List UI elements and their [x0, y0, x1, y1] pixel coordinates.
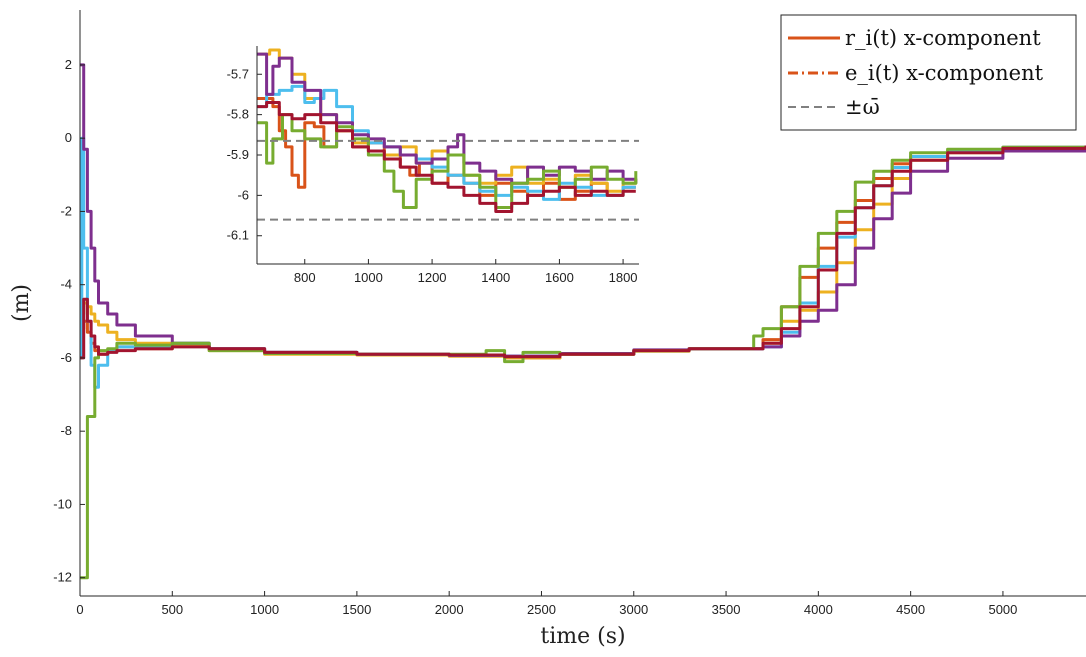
x-ticks: 0 500 1000 1500 2000 2500 3000 3500 4000 4500 5000 — [76, 591, 1017, 617]
inset-x-ticks: 800 1000 1200 1400 1600 1800 — [294, 259, 638, 285]
inset-y-tick-label: -5.9 — [227, 147, 249, 162]
inset-x-tick-label: 1000 — [354, 270, 383, 285]
inset-y-tick-label: -5.7 — [227, 66, 249, 81]
x-tick-label: 4000 — [804, 602, 833, 617]
legend: r_i(t) x-component e_i(t) x-component ±ω… — [780, 14, 1077, 131]
y-tick-label: -10 — [53, 496, 72, 511]
inset-series-line-6 — [257, 101, 636, 213]
inset-x-tick-label: 1600 — [545, 270, 574, 285]
x-axis-title: time (s) — [540, 624, 625, 649]
inset-x-tick-label: 800 — [294, 270, 316, 285]
inset-y-tick-label: -5.8 — [227, 107, 249, 122]
x-tick-label: 2000 — [435, 602, 464, 617]
legend-label-e: e_i(t) x-component — [845, 61, 1044, 85]
inset-y-tick-label: -6.1 — [227, 228, 249, 243]
inset-x-tick-label: 1400 — [481, 270, 510, 285]
inset-x-tick-label: 1200 — [418, 270, 447, 285]
inset-y-ticks: -5.7 -5.8 -5.9 -6 -6.1 — [227, 66, 262, 243]
x-tick-label: 0 — [76, 602, 83, 617]
x-tick-label: 2500 — [527, 602, 556, 617]
y-tick-label: -12 — [53, 570, 72, 585]
y-ticks: 2 0 -2 -4 -6 -8 -10 -12 — [53, 57, 85, 585]
x-tick-label: 4500 — [896, 602, 925, 617]
inset-chart: -5.7 -5.8 -5.9 -6 -6.1 800 1000 1200 1400 1600 18… — [227, 46, 639, 285]
inset-series-group — [257, 48, 639, 221]
y-axis-title: (m) — [9, 284, 34, 322]
y-tick-label: -2 — [60, 203, 72, 218]
legend-label-bounds: ±ω̄ — [845, 95, 880, 119]
x-tick-label: 3500 — [712, 602, 741, 617]
x-tick-label: 3000 — [619, 602, 648, 617]
inset-x-tick-label: 1800 — [609, 270, 638, 285]
series-line-6 — [80, 145, 1086, 360]
y-tick-label: -8 — [60, 423, 72, 438]
x-tick-label: 5000 — [988, 602, 1017, 617]
inset-y-tick-label: -6 — [237, 187, 249, 202]
legend-label-r: r_i(t) x-component — [845, 26, 1041, 50]
y-tick-label: -6 — [60, 350, 72, 365]
y-tick-label: 2 — [65, 57, 72, 72]
main-series-group — [80, 63, 1086, 580]
x-tick-label: 500 — [161, 602, 183, 617]
x-tick-label: 1000 — [250, 602, 279, 617]
y-tick-label: 0 — [65, 130, 72, 145]
y-tick-label: -4 — [60, 277, 72, 292]
x-tick-label: 1500 — [342, 602, 371, 617]
